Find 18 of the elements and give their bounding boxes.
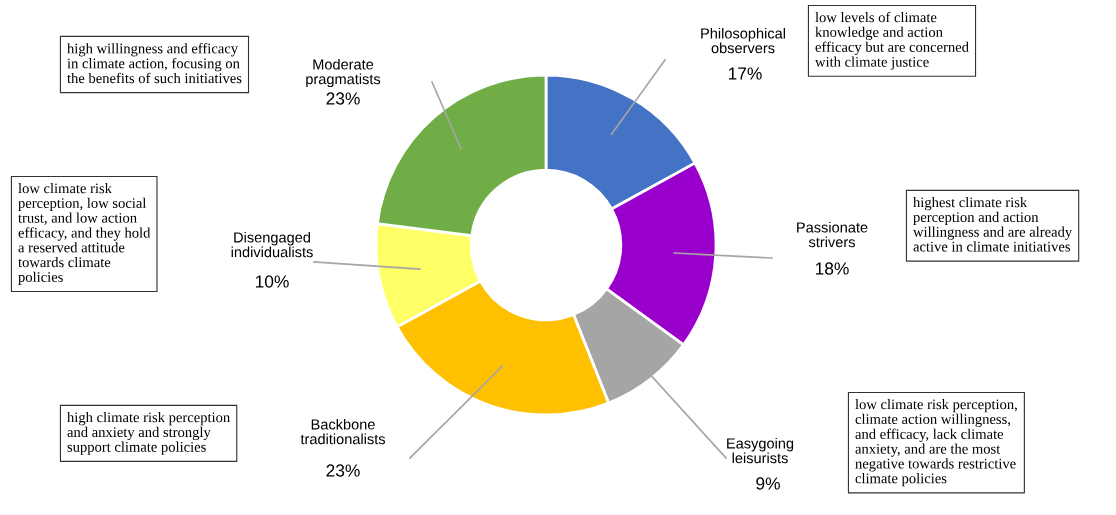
text: low levels of climate knowledge and action efficacy but are concerned with climate justice — [815, 11, 969, 70]
text: low climate risk perception, climate action willingness, and efficacy, lack climate anxiety, and are the most negative towards restrictive climate policies — [855, 399, 1017, 487]
text: high climate risk perception and anxiety and strongly support climate policies — [67, 412, 230, 455]
text: highest climate risk perception and action willingness and are already active in climate initiatives — [913, 197, 1073, 252]
text: low climate risk perception, low social trust, and low action efficacy, and they hold a reserved attitude towards climate policies — [18, 183, 151, 285]
data-label: 17% — [728, 67, 762, 80]
text: high willingness and efficacy in climate action, focusing on the benefits of such initiatives — [67, 43, 242, 84]
data-label: 9% — [756, 477, 780, 490]
data-label: 23% — [326, 464, 360, 477]
data-label: 10% — [255, 275, 289, 288]
slice-label: Disengaged individualists — [231, 231, 313, 258]
slice-label: Moderate pragmatists — [306, 58, 381, 88]
data-label: 18% — [815, 262, 849, 275]
slice-label: Easygoing leisurists — [727, 437, 794, 464]
data-label: 23% — [326, 92, 360, 105]
slice-label: Philosophical observers — [701, 27, 785, 54]
slice-label: Passionate strivers — [797, 221, 868, 248]
slice-label: Backbone traditionalists — [300, 418, 386, 445]
